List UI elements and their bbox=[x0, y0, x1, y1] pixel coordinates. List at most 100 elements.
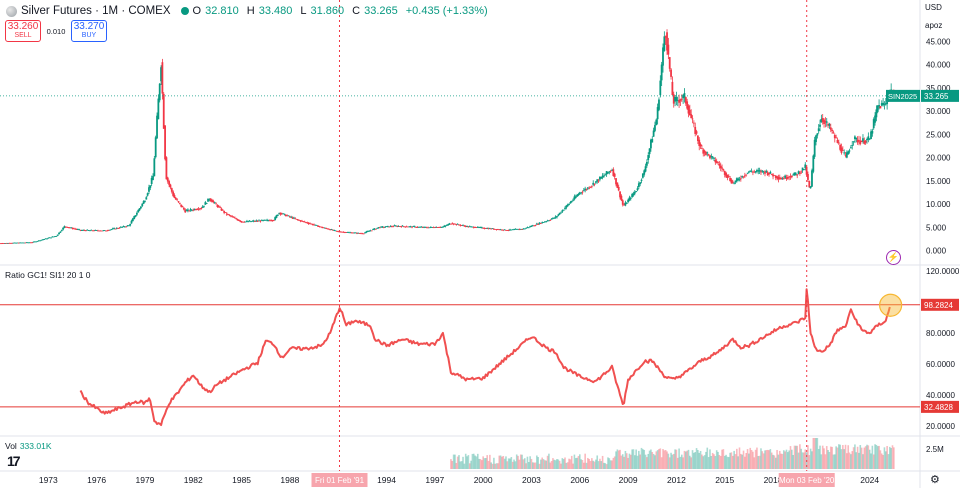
volume-bar bbox=[752, 451, 754, 469]
candle-up bbox=[582, 190, 585, 192]
candle-down bbox=[358, 233, 361, 234]
candle-down bbox=[99, 230, 102, 232]
volume-bar bbox=[628, 453, 631, 469]
candle-up bbox=[80, 230, 83, 231]
volume-bar bbox=[660, 457, 663, 469]
candle-down bbox=[705, 151, 707, 155]
volume-bar bbox=[852, 447, 855, 469]
candle-down bbox=[297, 219, 299, 221]
candle-down bbox=[425, 227, 428, 229]
candle-down bbox=[197, 208, 200, 210]
scale-mode-label[interactable]: apoz bbox=[925, 21, 943, 30]
candle-up bbox=[244, 221, 247, 223]
volume-bar bbox=[537, 457, 539, 469]
volume-bar bbox=[652, 453, 655, 469]
candle-down bbox=[668, 57, 671, 69]
volume-bar bbox=[578, 454, 581, 469]
volume-bar bbox=[890, 448, 892, 469]
candle-down bbox=[400, 226, 403, 228]
volume-bar bbox=[784, 451, 786, 469]
candle-up bbox=[639, 182, 642, 184]
volume-bar bbox=[843, 449, 845, 469]
buy-button[interactable]: 33.270 BUY bbox=[71, 20, 107, 42]
candle-up bbox=[393, 225, 396, 227]
volume-bar bbox=[829, 446, 832, 469]
candle-up bbox=[762, 171, 765, 173]
candle-up bbox=[848, 150, 851, 152]
candle-up bbox=[468, 226, 471, 228]
candle-up bbox=[523, 228, 526, 230]
volume-bar bbox=[848, 452, 851, 469]
volume-bar bbox=[499, 455, 502, 469]
candle-down bbox=[452, 223, 455, 225]
candle-down bbox=[727, 176, 730, 178]
volume-bar bbox=[858, 452, 860, 469]
volume-bar bbox=[521, 454, 523, 469]
candle-up bbox=[154, 137, 157, 158]
candle-down bbox=[301, 220, 303, 222]
candle-down bbox=[341, 231, 344, 233]
candle-up bbox=[576, 194, 579, 197]
candle-up bbox=[417, 226, 420, 228]
candle-up bbox=[633, 191, 636, 194]
volume-legend[interactable]: Vol 333.01K bbox=[5, 441, 52, 451]
tradingview-logo-icon[interactable]: 17 bbox=[7, 453, 21, 469]
candle-down bbox=[225, 213, 228, 215]
candle-up bbox=[62, 227, 64, 230]
volume-bar bbox=[816, 438, 819, 469]
volume-bar bbox=[867, 445, 870, 469]
high-label: H bbox=[246, 5, 255, 17]
candle-up bbox=[283, 213, 286, 215]
symbol-title[interactable]: Silver Futures · 1M · COMEX bbox=[21, 5, 171, 17]
volume-bar bbox=[627, 457, 629, 469]
candle-down bbox=[613, 173, 616, 177]
lightning-icon[interactable]: ⚡ bbox=[886, 250, 901, 265]
candle-up bbox=[126, 225, 129, 227]
candle-up bbox=[538, 222, 541, 224]
candle-up bbox=[86, 229, 89, 231]
candle-down bbox=[450, 223, 452, 225]
candle-down bbox=[339, 231, 342, 233]
candle-down bbox=[236, 219, 239, 221]
volume-bar bbox=[456, 456, 459, 469]
candle-up bbox=[519, 228, 522, 230]
time-tick-label: 2006 bbox=[570, 475, 589, 485]
candle-up bbox=[660, 64, 663, 81]
candle-down bbox=[714, 159, 717, 163]
candle-up bbox=[409, 226, 412, 228]
volume-bar bbox=[825, 446, 828, 469]
price-tick-label: 20.000 bbox=[926, 154, 951, 163]
candle-up bbox=[36, 241, 39, 242]
currency-unit-selector[interactable]: USD bbox=[925, 3, 942, 12]
candle-down bbox=[378, 227, 381, 229]
sell-button[interactable]: 33.260 SELL bbox=[5, 20, 41, 42]
volume-bar bbox=[770, 452, 773, 469]
candle-up bbox=[530, 226, 533, 228]
candle-up bbox=[389, 225, 392, 227]
volume-bar bbox=[680, 454, 683, 469]
candle-up bbox=[548, 220, 550, 222]
candle-down bbox=[318, 226, 321, 227]
volume-bar bbox=[573, 454, 576, 469]
sell-label: SELL bbox=[14, 32, 32, 39]
candle-up bbox=[12, 242, 15, 244]
candle-up bbox=[428, 227, 431, 229]
volume-bar bbox=[451, 460, 454, 469]
indicator-legend[interactable]: Ratio GC1! SI1! 20 1 0 bbox=[5, 270, 91, 280]
candle-up bbox=[754, 171, 757, 173]
volume-bar bbox=[785, 449, 788, 469]
candle-down bbox=[329, 229, 332, 231]
candle-up bbox=[828, 124, 831, 126]
candle-up bbox=[385, 226, 388, 228]
volume-bar bbox=[733, 450, 735, 469]
candle-down bbox=[436, 227, 439, 228]
volume-bar bbox=[588, 458, 590, 469]
candle-up bbox=[470, 226, 472, 228]
gear-icon[interactable]: ⚙ bbox=[930, 474, 940, 486]
candle-down bbox=[93, 230, 95, 232]
candle-down bbox=[718, 164, 721, 166]
candle-up bbox=[447, 224, 450, 226]
time-tick-label: 2012 bbox=[667, 475, 686, 485]
